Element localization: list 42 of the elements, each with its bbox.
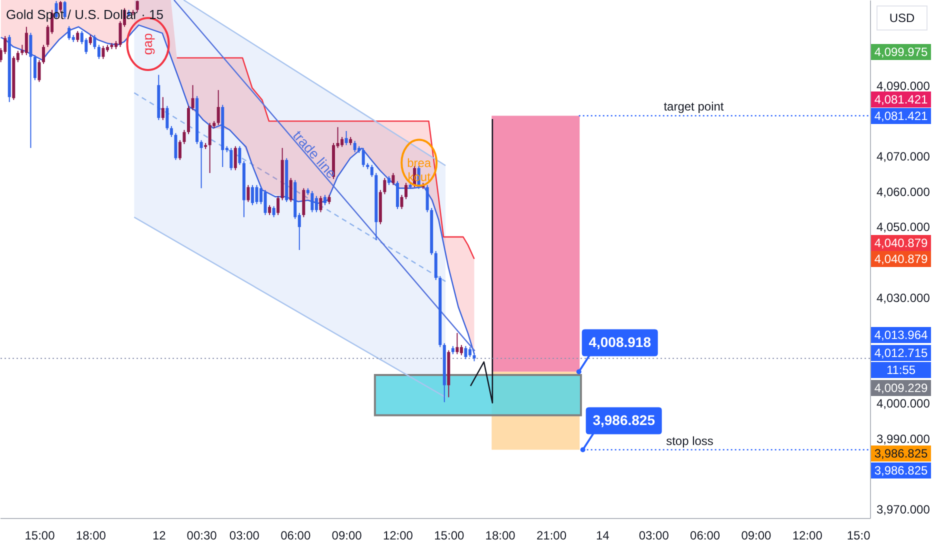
text: 3,986.825 (874, 464, 928, 478)
x-tick-label: 06:00 (280, 528, 311, 542)
text: 4,040.879 (874, 252, 928, 266)
y-tick-label: 4,050.000 (876, 220, 930, 234)
x-tick-label: 21:00 (536, 528, 567, 542)
x-tick-label: 15:00 (434, 528, 464, 542)
annotation: 4,008.918 (588, 334, 652, 350)
x-tick-label: 12:00 (382, 528, 414, 542)
text: 4,040.879 (874, 236, 928, 250)
y-tick-label: 4,090.000 (876, 78, 930, 93)
y-tick-label: 3,970.000 (876, 502, 930, 517)
annotation: target point (664, 100, 724, 114)
text: 4,081.421 (874, 109, 928, 123)
x-tick-label: 15:0 (846, 528, 871, 542)
y-tick-label: 4,060.000 (876, 184, 930, 199)
y-tick-label: 4,000.000 (876, 396, 930, 411)
x-tick-label: 00:30 (186, 528, 218, 542)
y-tick-label: 3,990.000 (876, 432, 930, 446)
x-tick-label: 06:00 (690, 528, 720, 542)
y-axis-title: USD (889, 11, 915, 25)
text: 3,986.825 (874, 446, 928, 460)
text: 4,012.715 (874, 346, 928, 360)
x-tick-label: 12 (152, 528, 166, 542)
x-tick-label: 09:00 (332, 528, 362, 542)
x-tick-label: 03:00 (229, 528, 260, 542)
text: 4,099.975 (874, 45, 928, 59)
x-tick-label: 18:00 (76, 528, 106, 542)
text: 4,009.229 (874, 381, 928, 395)
annotation: stop loss (666, 434, 714, 448)
annotation: gap (140, 33, 155, 55)
text: 11:55 (886, 363, 916, 377)
x-tick-label: 09:00 (741, 528, 772, 542)
annotation: 3,986.825 (592, 412, 656, 428)
x-tick-label: 18:00 (485, 528, 516, 542)
text: 4,013.964 (874, 328, 928, 342)
x-tick-label: 14 (596, 528, 610, 542)
text: 4,081.421 (874, 92, 928, 106)
x-tick-label: 15:00 (24, 528, 56, 542)
x-tick-label: 12:00 (792, 528, 823, 542)
y-tick-label: 4,070.000 (876, 150, 930, 164)
y-tick-label: 4,030.000 (876, 290, 930, 305)
x-tick-label: 03:00 (638, 528, 670, 542)
